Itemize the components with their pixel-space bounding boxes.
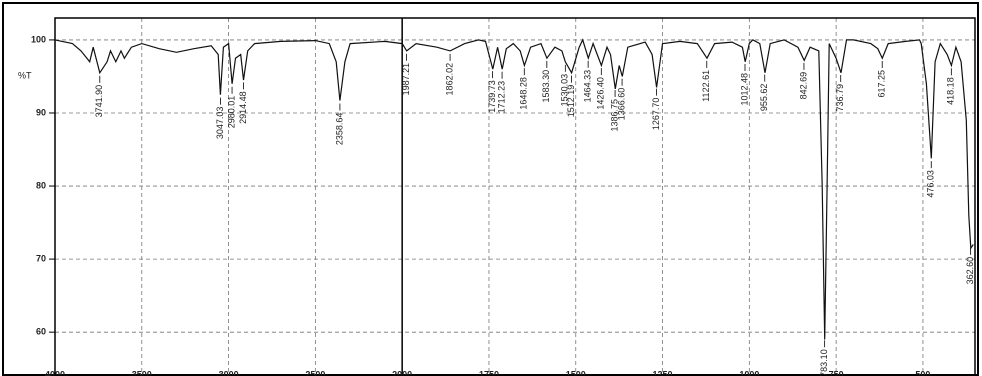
peak-label: 3047.03	[215, 107, 225, 140]
peak-label: 1512.19	[566, 85, 576, 118]
peak-label: 1426.40	[596, 77, 606, 110]
peak-label: 1987.21	[401, 63, 411, 96]
x-tick-label: 2000	[392, 369, 412, 376]
peak-label: 3741.90	[94, 85, 104, 118]
peak-label: 1712.23	[496, 81, 506, 114]
y-tick-label: 80	[36, 180, 46, 190]
x-tick-label: 2500	[305, 369, 325, 376]
peak-label: 476.03	[926, 170, 936, 198]
y-axis-label: %T	[18, 70, 32, 80]
peak-label: 1648.28	[519, 77, 529, 110]
x-tick-label: 500	[915, 369, 930, 376]
peak-label: 1583.30	[541, 70, 551, 103]
y-tick-label: 100	[31, 34, 46, 44]
x-tick-label: 1000	[739, 369, 759, 376]
spectrum-line	[54, 38, 974, 340]
y-tick-label: 60	[36, 327, 46, 337]
plot-border	[54, 17, 976, 376]
peak-label: 1366.60	[616, 88, 626, 121]
y-tick-label: 90	[36, 107, 46, 117]
peak-label: 1530.03	[560, 74, 570, 107]
peak-label: 842.69	[798, 72, 808, 100]
x-tick-label: 3500	[132, 369, 152, 376]
peak-label: 1386.75	[609, 99, 619, 132]
peak-label: 1122.61	[701, 70, 711, 102]
peak-label: 1862.02	[444, 63, 454, 96]
peak-label: 362.60	[965, 257, 975, 285]
peak-label: 2358.64	[334, 113, 344, 146]
peak-label: 1464.33	[582, 70, 592, 103]
peak-label: 1012.48	[739, 73, 749, 106]
x-tick-label: 1500	[566, 369, 586, 376]
peak-label: 1739.73	[487, 80, 497, 113]
peak-label: 2980.01	[226, 96, 236, 129]
peak-label: 736.79	[835, 84, 845, 112]
y-tick-label: 70	[36, 253, 46, 263]
x-tick-label: 1750	[479, 369, 499, 376]
x-tick-label: 750	[829, 369, 844, 376]
peak-label: 617.25	[877, 70, 887, 98]
peak-label: 418.18	[946, 77, 956, 105]
peak-label: 955.62	[759, 84, 769, 112]
peak-label: 1267.70	[651, 98, 661, 131]
x-tick-label: 3000	[219, 369, 239, 376]
peak-label: 783.10	[819, 349, 829, 376]
x-tick-label: 1250	[653, 369, 673, 376]
peak-label: 2914.48	[238, 91, 248, 124]
